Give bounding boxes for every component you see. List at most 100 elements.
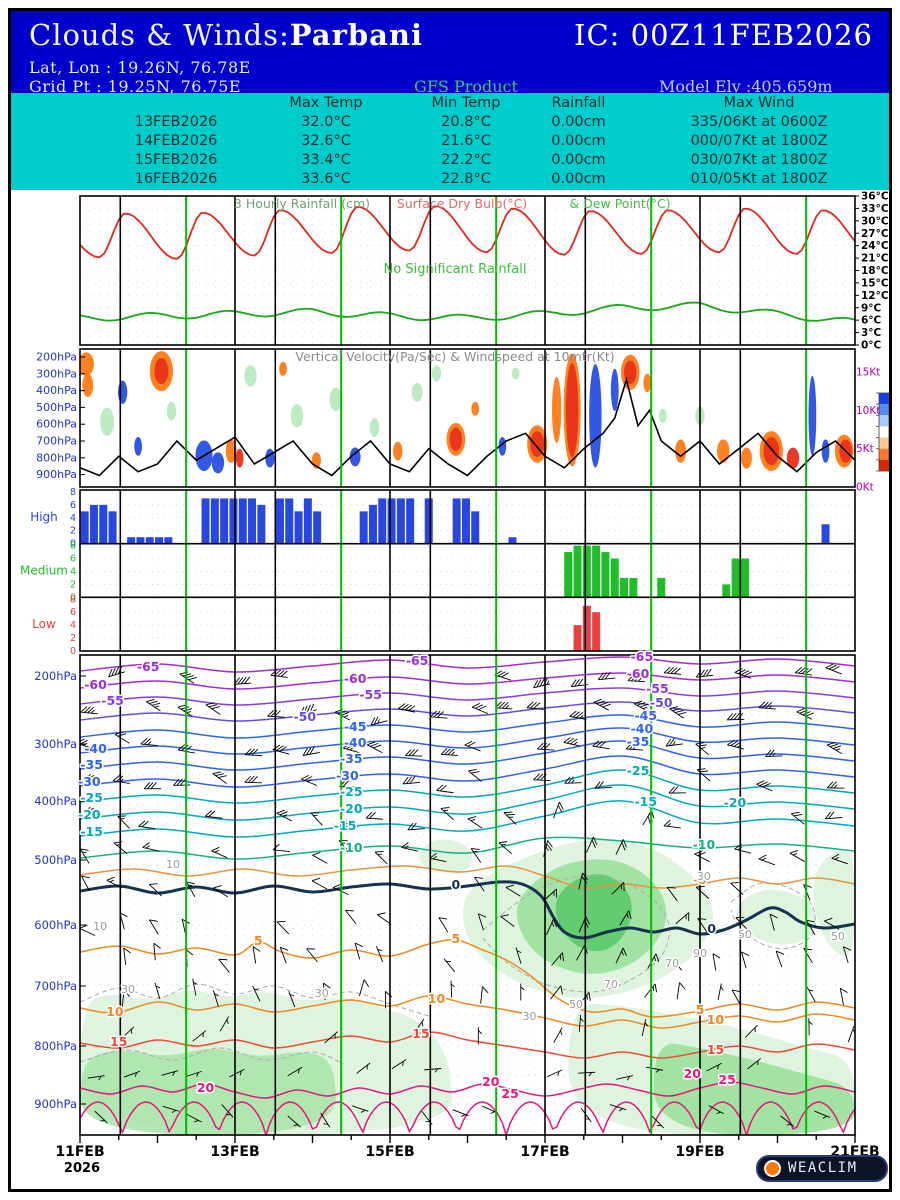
- line-shape: [570, 738, 578, 745]
- line-shape: [835, 748, 841, 751]
- line-shape: [367, 741, 376, 746]
- table-header-row: Max Temp Min Temp Rainfall Max Wind: [11, 95, 889, 113]
- line-shape: [450, 980, 453, 998]
- line-shape: [626, 913, 629, 919]
- table-cell: 010/05Kt at 1800Z: [690, 171, 828, 187]
- line-shape: [332, 883, 342, 888]
- line-shape: [498, 701, 506, 709]
- line-shape: [377, 948, 383, 952]
- line-shape: [301, 774, 310, 780]
- colorbar-segment: [879, 393, 889, 405]
- line-shape: [695, 743, 710, 756]
- line-shape: [670, 667, 678, 674]
- cloud-axis-tick: 0: [70, 646, 76, 657]
- line-shape: [560, 1030, 563, 1036]
- line-shape: [731, 989, 741, 1005]
- line-shape: [622, 947, 627, 956]
- line-shape: [611, 882, 625, 895]
- line-shape: [826, 741, 836, 746]
- line-shape: [579, 715, 584, 719]
- medium-cloud-bar: [740, 558, 749, 598]
- line-shape: [464, 740, 473, 746]
- line-shape: [592, 740, 600, 747]
- rh-label: 70: [604, 978, 618, 991]
- line-shape: [413, 1018, 425, 1034]
- line-shape: [212, 771, 222, 775]
- line-shape: [586, 995, 588, 1000]
- line-shape: [653, 956, 657, 962]
- line-shape: [664, 672, 682, 675]
- line-shape: [761, 857, 767, 861]
- line-shape: [443, 958, 456, 973]
- medium-cloud-bar: [610, 558, 619, 598]
- humidity-shading: [418, 839, 473, 874]
- line-shape: [822, 1115, 828, 1119]
- line-shape: [756, 783, 773, 792]
- high-cloud-bar: [248, 498, 257, 544]
- line-shape: [121, 990, 125, 1008]
- line-shape: [642, 810, 652, 826]
- medium-cloud-bar: [564, 552, 573, 598]
- line-shape: [440, 808, 454, 821]
- cloud-axis-tick: 4: [70, 620, 76, 631]
- line-shape: [717, 983, 722, 1001]
- line-shape: [794, 666, 803, 674]
- line-shape: [769, 913, 775, 931]
- line-shape: [401, 842, 409, 848]
- high-cloud-bar: [461, 498, 470, 544]
- line-shape: [221, 1104, 234, 1118]
- contour-label-5: 5: [254, 933, 263, 948]
- colorbar-segment: [879, 459, 889, 471]
- line-shape: [377, 719, 381, 724]
- line-shape: [733, 712, 740, 720]
- high-cloud-bar: [201, 498, 210, 544]
- velocity-blob: [235, 448, 244, 468]
- temp-axis-tick: 30°C: [861, 215, 889, 227]
- table-cell: 33.4°C: [301, 152, 351, 168]
- rh-label: 50: [831, 930, 845, 943]
- line-shape: [832, 745, 842, 749]
- line-shape: [826, 744, 842, 754]
- line-shape: [154, 705, 160, 708]
- table-header-max-wind: Max Wind: [723, 95, 795, 111]
- line-shape: [272, 843, 280, 851]
- velocity-blob: [821, 439, 830, 463]
- line-shape: [244, 775, 252, 783]
- line-shape: [679, 982, 686, 990]
- contour-label--60: -60: [344, 671, 367, 686]
- line-shape: [324, 1031, 338, 1044]
- velocity-blob: [589, 364, 602, 468]
- pressure-axis-tick: 700hPa: [36, 435, 77, 448]
- line-shape: [470, 819, 476, 822]
- line-shape: [547, 840, 553, 848]
- line-shape: [218, 958, 230, 973]
- high-cloud-bar: [89, 504, 98, 544]
- line-shape: [421, 1021, 424, 1027]
- contour-label--30: -30: [336, 768, 359, 783]
- line-shape: [619, 910, 630, 926]
- line-shape: [761, 701, 769, 709]
- line-shape: [803, 948, 813, 964]
- table-cell: 14FEB2026: [134, 133, 218, 149]
- line-shape: [601, 672, 608, 680]
- line-shape: [712, 953, 721, 959]
- line-shape: [398, 708, 415, 713]
- table-cell: 33.6°C: [301, 171, 351, 187]
- line-shape: [731, 989, 741, 993]
- table-cell: 0.00cm: [551, 171, 606, 187]
- line-shape: [151, 702, 161, 706]
- line-shape: [536, 742, 544, 750]
- line-shape: [404, 704, 413, 711]
- panel2-title: Vertical Velocity(Pa/Sec) & Windspeed at…: [295, 349, 614, 364]
- rh-label: 10: [166, 858, 180, 871]
- line-shape: [367, 744, 383, 754]
- medium-cloud-bar: [592, 545, 601, 598]
- line-shape: [702, 669, 709, 677]
- velocity-blob: [471, 401, 480, 416]
- rh-label: 30: [315, 987, 329, 1000]
- line-shape: [188, 677, 197, 681]
- line-shape: [741, 670, 749, 676]
- line-shape: [697, 768, 706, 771]
